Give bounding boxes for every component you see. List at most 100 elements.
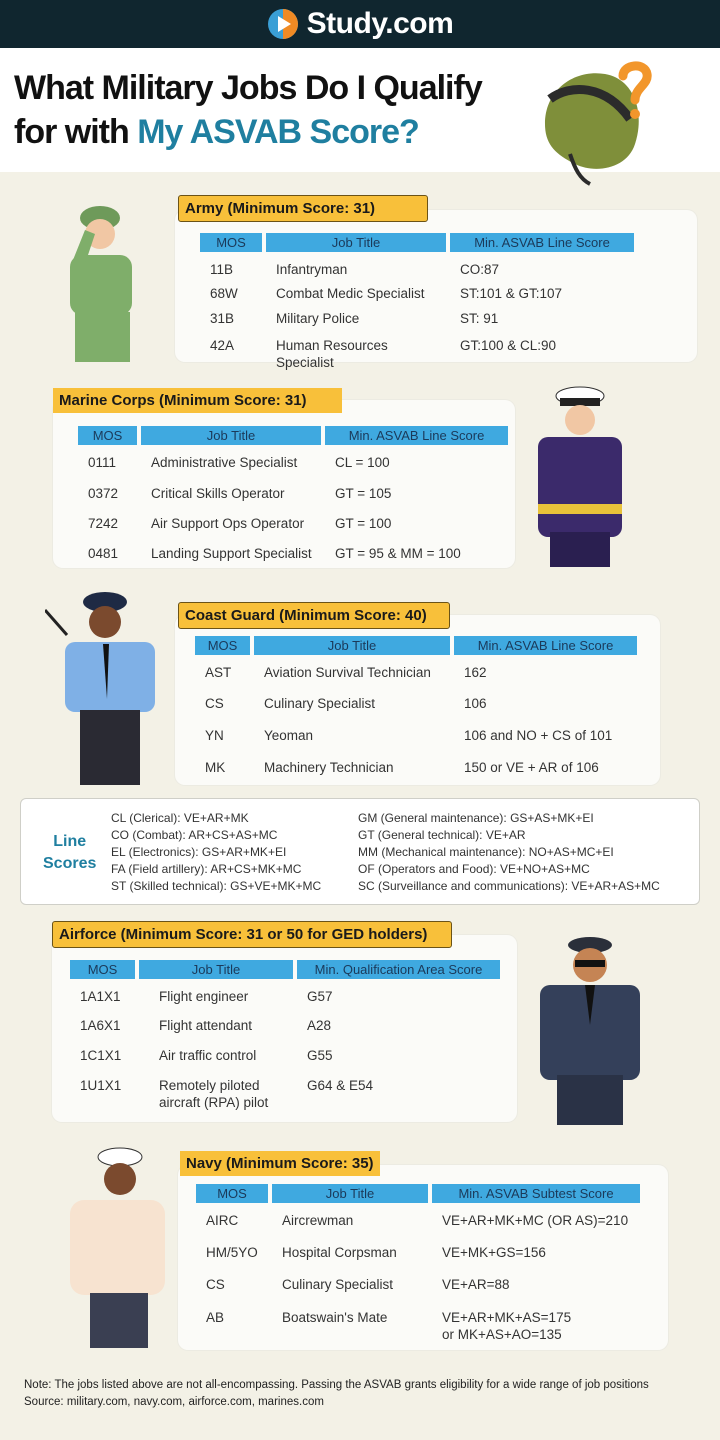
score-cell: 162 [464,665,487,680]
line-score-item: EL (Electronics): GS+AR+MK+EI [111,845,287,859]
table-row: 1A6X1 Flight attendant A28 [70,1017,500,1047]
mos-cell: 1A6X1 [80,1018,121,1033]
score-cell: G57 [307,989,333,1004]
army-label: Army (Minimum Score: 31) [178,195,428,222]
marines-label: Marine Corps (Minimum Score: 31) [53,388,342,413]
column-header: MOS [70,960,135,979]
score-cell: GT = 105 [335,486,392,501]
column-header: Job Title [254,636,450,655]
table-row: AB Boatswain's Mate VE+AR+MK+AS=175 or MK+… [196,1309,640,1349]
line-scores-right: GM (General maintenance): GS+AS+MK+EI GT … [358,810,660,895]
table-header: MOS Job Title Min. ASVAB Line Score [200,233,634,252]
table-row: 0481 Landing Support Specialist GT = 95 & … [78,545,508,575]
mos-cell: 42A [210,338,235,353]
table-row: 11B Infantryman CO:87 [200,261,634,285]
score-cell: 106 [464,696,487,711]
airforce-label: Airforce (Minimum Score: 31 or 50 for GE… [52,921,452,948]
table-row: 0372 Critical Skills Operator GT = 105 [78,485,508,515]
source-text: Source: military.com, navy.com, airforce… [24,1396,324,1408]
score-cell: 106 and NO + CS of 101 [464,728,613,743]
mos-cell: AB [206,1310,225,1325]
coastguard-label: Coast Guard (Minimum Score: 40) [178,602,450,629]
score-cell: G55 [307,1048,333,1063]
table-row: 1C1X1 Air traffic control G55 [70,1047,500,1077]
table-row: AIRC Aircrewman VE+AR+MK+MC (OR AS)=210 [196,1212,640,1244]
table-row: 68W Combat Medic Specialist ST:101 & GT:10… [200,285,634,310]
coastguard-table: MOS Job Title Min. ASVAB Line Score AST Avia… [195,636,637,791]
mos-cell: HM/5YO [206,1245,258,1260]
table-row: 1A1X1 Flight engineer G57 [70,988,500,1017]
mos-cell: 31B [210,311,235,326]
job-title-cell: Remotely piloted aircraft (RPA) pilot [159,1078,269,1110]
airforce-table: MOS Job Title Min. Qualification Area Scor… [70,960,500,1117]
line-scores-box: Line Scores CL (Clerical): VE+AR+MK CO (Co… [20,798,700,905]
job-title-cell: Machinery Technician [264,760,394,775]
coast-guard-illustration [45,592,155,785]
table-row: 42A Human Resources Specialist GT:100 & CL… [200,337,634,370]
job-title-cell: Landing Support Specialist [151,546,312,561]
column-header: Min. ASVAB Line Score [450,233,634,252]
column-header: Job Title [272,1184,428,1203]
page-title: What Military Jobs Do I Qualify for with… [14,66,483,154]
airforce-pilot-illustration [540,937,640,1125]
column-header: Min. ASVAB Line Score [454,636,637,655]
mos-cell: AST [205,665,232,680]
job-title-cell: Infantryman [276,262,348,277]
column-header: Job Title [266,233,446,252]
navy-table: MOS Job Title Min. ASVAB Subtest Score AIRC… [196,1184,640,1349]
line-score-item: MM (Mechanical maintenance): NO+AS+MC+EI [358,845,614,859]
army-table: MOS Job Title Min. ASVAB Line Score 11B Infa… [200,233,634,370]
mos-cell: 68W [210,286,238,301]
helmet-question-icon [545,61,652,186]
score-cell: GT:100 & CL:90 [460,338,557,353]
column-header: Job Title [141,426,321,445]
column-header: MOS [196,1184,268,1203]
line-score-item: SC (Surveillance and communications): VE… [358,879,660,893]
table-row: MK Machinery Technician 150 or VE + AR of … [195,759,637,791]
title-plain: for with [14,113,138,151]
table-row: CS Culinary Specialist 106 [195,695,637,727]
column-header: MOS [195,636,250,655]
table-row: CS Culinary Specialist VE+AR=88 [196,1276,640,1309]
score-cell: VE+AR+MK+AS=175 or MK+AS+AO=135 [442,1310,572,1342]
column-header: MOS [78,426,137,445]
line-scores-title: Line Scores [43,833,97,872]
line-score-item: CO (Combat): AR+CS+AS+MC [111,828,278,842]
job-title-cell: Aviation Survival Technician [264,665,431,680]
score-cell: GT = 100 [335,516,392,531]
job-title-cell: Administrative Specialist [151,455,298,470]
score-cell: CO:87 [460,262,500,277]
column-header: Min. ASVAB Line Score [325,426,508,445]
score-cell: ST: 91 [460,311,499,326]
table-row: 31B Military Police ST: 91 [200,310,634,337]
navy-label: Navy (Minimum Score: 35) [180,1151,380,1176]
table-header: MOS Job Title Min. ASVAB Subtest Score [196,1184,640,1203]
job-title-cell: Flight engineer [159,989,249,1004]
hero: What Military Jobs Do I Qualify for with… [0,48,720,186]
mos-cell: 1C1X1 [80,1048,122,1063]
job-title-cell: Culinary Specialist [282,1277,394,1292]
line-score-item: GM (General maintenance): GS+AS+MK+EI [358,811,594,825]
marine-illustration [538,386,622,567]
table-header: MOS Job Title Min. ASVAB Line Score [78,426,508,445]
mos-cell: 1U1X1 [80,1078,122,1093]
column-header: Job Title [139,960,293,979]
mos-cell: YN [205,728,224,743]
army-soldier-illustration [70,206,132,362]
mos-cell: MK [205,760,226,775]
score-cell: G64 & E54 [307,1078,374,1093]
score-cell: A28 [307,1018,332,1033]
play-logo-icon [267,9,298,39]
score-cell: GT = 95 & MM = 100 [335,546,461,561]
score-cell: VE+MK+GS=156 [442,1245,546,1260]
mos-cell: CS [205,696,224,711]
table-row: 7242 Air Support Ops Operator GT = 100 [78,515,508,545]
table-row: YN Yeoman 106 and NO + CS of 101 [195,727,637,759]
mos-cell: 0111 [88,455,117,470]
line-score-item: ST (Skilled technical): GS+VE+MK+MC [111,879,322,893]
score-cell: CL = 100 [335,455,390,470]
score-cell: 150 or VE + AR of 106 [464,760,599,775]
column-header: Min. Qualification Area Score [297,960,500,979]
note-text: Note: The jobs listed above are not all-… [24,1379,649,1391]
title-accent: My ASVAB Score? [137,113,420,151]
